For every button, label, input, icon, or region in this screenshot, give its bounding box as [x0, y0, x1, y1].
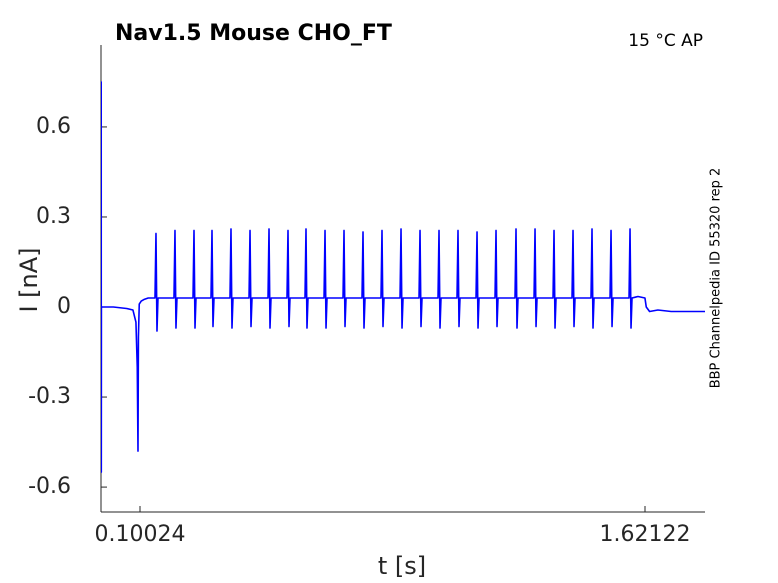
y-tick-label: -0.6: [28, 474, 71, 499]
y-tick-label: -0.3: [28, 384, 71, 409]
chart-title: Nav1.5 Mouse CHO_FT: [115, 21, 392, 46]
y-tick-label: 0.3: [36, 204, 71, 229]
x-tick-label: 1.62122: [600, 522, 691, 547]
annotation: 15 °C AP: [628, 31, 703, 51]
trace-line: [101, 81, 705, 473]
x-tick-label: 0.10024: [95, 522, 186, 547]
y-axis-label: I [nA]: [15, 247, 43, 312]
y-tick-label: 0: [57, 294, 71, 319]
y-tick-label: 0.6: [36, 114, 71, 139]
side-note: BBP Channelpedia ID 55320 rep 2: [709, 168, 724, 389]
x-axis-label: t [s]: [378, 552, 426, 580]
